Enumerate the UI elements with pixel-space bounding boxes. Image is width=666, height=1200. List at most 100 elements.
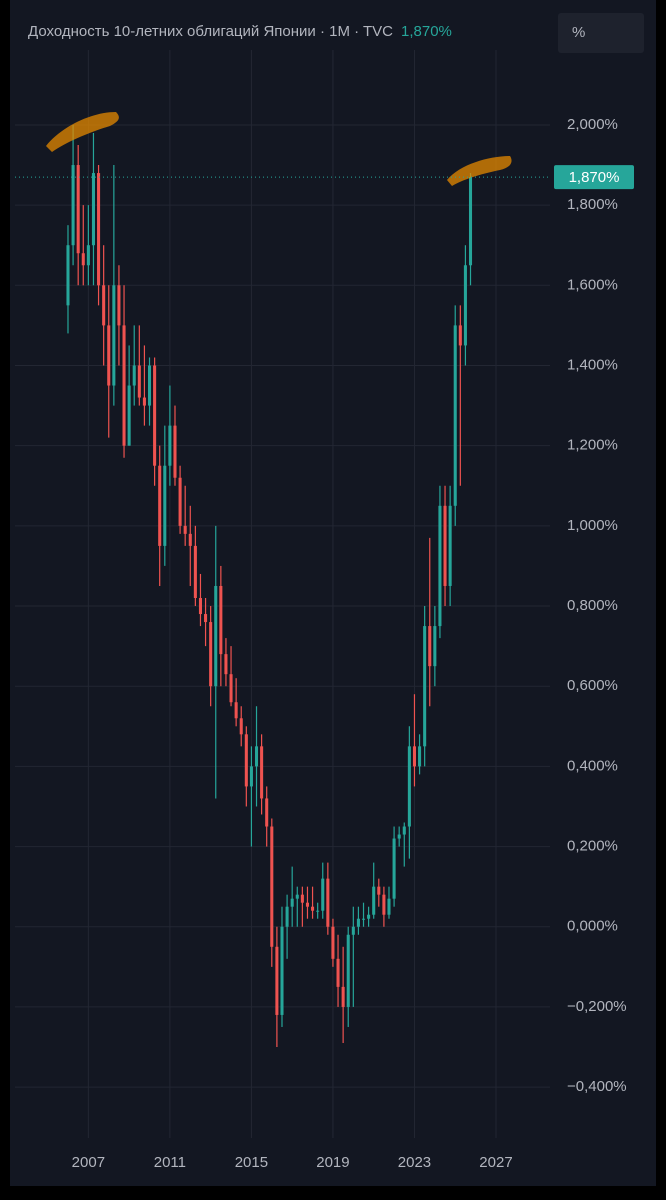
y-tick-label: −0,400% [567, 1078, 627, 1095]
y-tick-label: 2,000% [567, 116, 618, 133]
candle-body [102, 285, 106, 326]
candle-body [285, 906, 289, 927]
x-tick-label: 2015 [235, 1154, 268, 1171]
candle-body [316, 910, 320, 912]
candle-body [178, 477, 182, 526]
candle-body [76, 165, 80, 254]
candle-body [433, 626, 437, 667]
unit-button[interactable] [558, 13, 644, 53]
candle-body [117, 285, 121, 326]
candle-body [311, 906, 315, 911]
candle-body [249, 766, 253, 787]
candle-body [418, 746, 422, 767]
candle-body [193, 545, 197, 599]
y-tick-label: −0,200% [567, 998, 627, 1015]
y-tick-label: 0,000% [567, 918, 618, 935]
candle-body [260, 746, 264, 799]
y-tick-label: 0,600% [567, 677, 618, 694]
candle-body [254, 746, 259, 767]
candle-body [438, 505, 442, 627]
candle-body [331, 926, 335, 959]
candle-body [372, 886, 376, 915]
last-value-label: 1,870% [569, 169, 620, 186]
candle-body [204, 614, 208, 623]
candle-body [71, 165, 75, 246]
candle-body [280, 926, 284, 1015]
candle-body [147, 365, 152, 406]
candle-body [137, 365, 141, 398]
candle-body [377, 886, 381, 895]
candle-body [132, 365, 136, 386]
candle-body [468, 177, 473, 266]
candle-body [188, 533, 192, 546]
candle-body [229, 674, 233, 703]
candle-body [127, 385, 131, 446]
candle-body [346, 934, 350, 1007]
candle-body [244, 734, 248, 787]
x-tick-label: 2023 [398, 1154, 431, 1171]
candle-body [91, 173, 95, 246]
last-value-tag [554, 165, 634, 190]
candle-body [382, 894, 386, 915]
highlight-stroke [447, 156, 512, 186]
candle-body [234, 702, 238, 719]
candle-body [224, 654, 228, 675]
candle-body [97, 173, 101, 286]
y-tick-label: 1,600% [567, 276, 618, 293]
candle-body [153, 365, 157, 466]
y-tick-label: 0,200% [567, 838, 618, 855]
candle-body [270, 826, 274, 947]
candle-body [158, 465, 162, 546]
candle-body [423, 626, 427, 747]
x-tick-label: 2027 [479, 1154, 512, 1171]
candle-body [275, 946, 279, 1015]
y-tick-label: 0,800% [567, 597, 618, 614]
candle-body [183, 525, 187, 534]
candle-body [341, 986, 345, 1007]
candle-body [86, 245, 90, 266]
candle-body [214, 585, 218, 687]
candle-body [142, 397, 146, 406]
candle-body [209, 622, 213, 687]
candle-body [351, 926, 355, 935]
candle-body [321, 878, 325, 911]
y-tick-label: 1,000% [567, 517, 618, 534]
candle-body [300, 894, 304, 903]
candle-body [122, 325, 126, 446]
candle-body [407, 746, 411, 827]
candle-body [290, 898, 294, 907]
candle-body [392, 838, 396, 899]
title-text: Доходность 10-летних облигаций Японии · … [28, 23, 393, 40]
highlight-stroke [46, 112, 119, 152]
candle-body [458, 325, 462, 346]
candle-body [81, 253, 85, 266]
candle-body [305, 902, 309, 907]
candle-body [448, 505, 452, 586]
candle-body [336, 958, 340, 987]
x-tick-label: 2007 [72, 1154, 105, 1171]
candle-body [295, 894, 299, 899]
candle-body [428, 626, 432, 667]
y-tick-label: 1,800% [567, 196, 618, 213]
candle-body [397, 834, 401, 839]
candle-body [198, 598, 202, 615]
x-tick-label: 2011 [154, 1154, 186, 1171]
candle-body [387, 898, 391, 915]
chart-title: Доходность 10-летних облигаций Японии · … [28, 23, 452, 40]
y-tick-label: 0,400% [567, 757, 618, 774]
candle-body [265, 798, 269, 827]
unit-button-label[interactable]: % [572, 24, 585, 41]
candle-body [412, 746, 416, 767]
candle-body [453, 325, 457, 506]
title-last-value: 1,870% [401, 23, 452, 40]
candle-body [112, 285, 116, 386]
y-tick-label: 1,400% [567, 356, 618, 373]
candle-body [168, 425, 172, 466]
candle-body [356, 918, 360, 927]
candle-body [326, 878, 330, 927]
candle-body [66, 245, 70, 306]
candle-body [163, 465, 167, 546]
candle-body [173, 425, 177, 478]
y-tick-label: 1,200% [567, 437, 618, 454]
candle-body [463, 265, 467, 346]
